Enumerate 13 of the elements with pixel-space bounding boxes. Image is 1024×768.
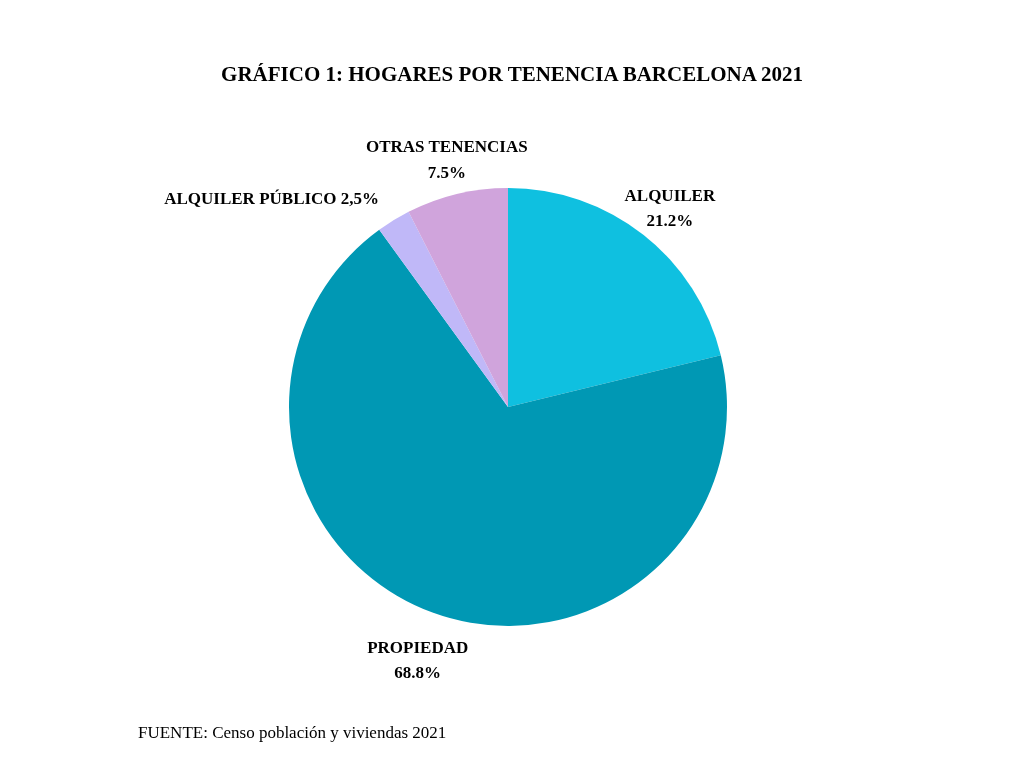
pie-slice [508, 188, 721, 407]
pie-slice [289, 229, 727, 626]
data-label: 7.5% [427, 162, 466, 182]
pie-slice [379, 211, 508, 407]
pie-slice [408, 188, 508, 407]
slice-label: OTRAS TENENCIAS [365, 137, 528, 157]
source-note: FUENTE: Censo población y viviendas 2021 [138, 723, 447, 742]
chart-title: GRÁFICO 1: HOGARES POR TENENCIA BARCELONA 2021 [221, 62, 803, 86]
data-label: 68.8% [394, 663, 442, 683]
slice-label: PROPIEDAD [367, 637, 469, 657]
slice-label: ALQUILER [624, 185, 716, 205]
data-label: 21.2% [646, 211, 694, 231]
slice-label: ALQUILER PÚBLICO 2,5% [164, 188, 380, 208]
